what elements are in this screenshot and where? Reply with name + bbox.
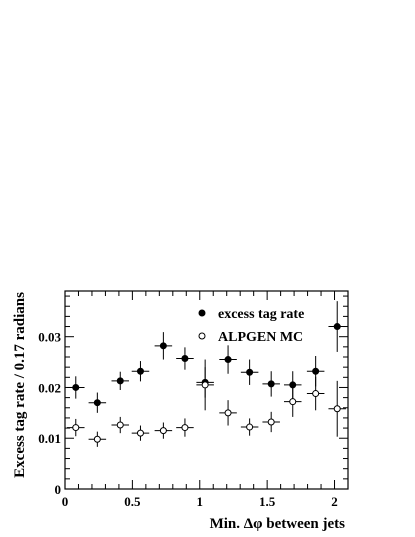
data-point (136, 367, 144, 375)
x-tick-label: 1.5 (259, 494, 276, 509)
data-point (224, 409, 232, 417)
data-point (72, 424, 80, 432)
data-point (181, 424, 189, 432)
data-point (93, 399, 101, 407)
data-point (312, 367, 320, 375)
data-point (224, 356, 232, 364)
legend-label-excess-tag-rate: excess tag rate (218, 307, 304, 322)
data-point (267, 418, 275, 426)
data-point (159, 342, 167, 350)
data-point (246, 368, 254, 376)
data-point (116, 421, 124, 429)
data-point (333, 323, 341, 331)
legend: excess tag rate ALPGEN MC (198, 307, 304, 345)
legend-marker-excess-tag-rate (198, 309, 206, 317)
axis-ticks (64, 291, 348, 490)
x-axis-title: Min. Δφ between jets (210, 516, 346, 532)
x-tick-label: 2 (331, 494, 338, 509)
data-point (201, 381, 209, 389)
legend-marker-alpgen-mc (198, 332, 206, 340)
data-point (333, 405, 341, 413)
series-alpgen-mc (67, 359, 346, 447)
plot-frame (64, 290, 349, 490)
data-point (93, 435, 101, 443)
data-point (267, 380, 275, 388)
data-point (136, 429, 144, 437)
x-tick-label: 0 (62, 494, 69, 509)
x-tick-label: 0.5 (124, 494, 141, 509)
y-tick-label: 0.02 (38, 380, 61, 395)
x-tick-label: 1 (197, 494, 204, 509)
series-excess-tag-rate (67, 301, 346, 413)
data-series-layer (67, 301, 346, 447)
axis-tick-labels: 0 0.5 1 1.5 2 0 0.01 0.02 0.03 (38, 330, 338, 509)
y-axis-title: Excess tag rate / 0.17 radians (12, 292, 28, 478)
data-point (312, 390, 320, 398)
data-point (181, 355, 189, 363)
data-point (159, 427, 167, 435)
legend-label-alpgen-mc: ALPGEN MC (218, 330, 303, 345)
y-tick-label: 0.01 (38, 431, 61, 446)
y-tick-label: 0 (55, 482, 62, 497)
data-point (289, 398, 297, 406)
data-point (116, 377, 124, 385)
data-point (72, 383, 80, 391)
y-tick-label: 0.03 (38, 330, 61, 345)
data-point (246, 423, 254, 431)
